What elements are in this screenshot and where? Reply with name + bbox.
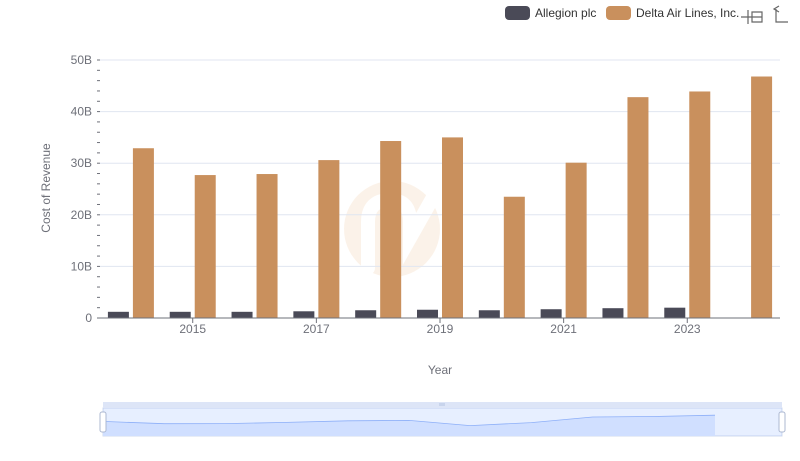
data-zoom-top-bar[interactable] <box>103 402 782 408</box>
bar-allegion-2015[interactable] <box>169 311 191 318</box>
bar-delta-2017[interactable] <box>318 160 340 318</box>
bar-delta-2014[interactable] <box>132 148 154 318</box>
bar-delta-2016[interactable] <box>256 174 278 318</box>
bar-allegion-2016[interactable] <box>231 311 253 318</box>
x-tick-label: 2021 <box>550 322 577 336</box>
bar-allegion-2021[interactable] <box>540 309 562 318</box>
y-axis-title: Cost of Revenue <box>39 143 53 233</box>
legend-item-allegion[interactable]: Allegion plc <box>505 6 596 20</box>
bar-delta-2019[interactable] <box>442 137 463 318</box>
x-tick-label: 2019 <box>427 322 454 336</box>
y-tick-label: 20B <box>71 208 92 222</box>
y-minor-ticks <box>97 59 100 319</box>
data-zoom-slider[interactable] <box>99 402 786 437</box>
x-tick-label: 2015 <box>179 322 206 336</box>
data-zoom-preview-line <box>102 414 716 427</box>
x-tick-label: 2017 <box>303 322 330 336</box>
legend-label-delta: Delta Air Lines, Inc. <box>636 6 739 20</box>
bar-allegion-2019[interactable] <box>417 309 438 318</box>
bar-delta-2021[interactable] <box>565 162 587 318</box>
y-tick-label: 50B <box>71 53 92 67</box>
x-axis-labels: 2015 2017 2019 2021 2023 <box>179 322 701 336</box>
legend-swatch-allegion <box>505 6 530 20</box>
y-tick-label: 30B <box>71 156 92 170</box>
bars <box>107 76 773 319</box>
y-tick-label: 0 <box>85 311 92 325</box>
zoom-icon[interactable] <box>741 10 763 24</box>
x-tick-label: 2023 <box>674 322 701 336</box>
legend-label-allegion: Allegion plc <box>535 6 596 20</box>
bar-delta-2018[interactable] <box>380 141 402 318</box>
restore-icon[interactable] <box>772 5 788 23</box>
y-tick-label: 40B <box>71 105 92 119</box>
bar-allegion-2022[interactable] <box>602 308 624 318</box>
bar-allegion-2018[interactable] <box>355 310 377 318</box>
legend: Allegion plc Delta Air Lines, Inc. <box>505 6 739 20</box>
bar-delta-2023[interactable] <box>689 91 711 318</box>
data-zoom-preview-area <box>103 415 715 436</box>
legend-item-delta[interactable]: Delta Air Lines, Inc. <box>606 6 739 20</box>
legend-swatch-delta <box>606 6 631 20</box>
bar-delta-2020[interactable] <box>503 196 525 318</box>
y-tick-label: 10B <box>71 259 92 273</box>
y-axis-labels: 0 10B 20B 30B 40B 50B <box>71 53 93 325</box>
data-zoom-handle-right[interactable] <box>778 411 786 433</box>
bar-allegion-2017[interactable] <box>293 311 315 318</box>
bar-delta-2015[interactable] <box>194 175 216 318</box>
bar-allegion-2014[interactable] <box>107 311 129 318</box>
x-axis-ticks <box>192 318 688 323</box>
bar-delta-2022[interactable] <box>627 97 649 318</box>
bar-delta-2024[interactable] <box>751 76 773 319</box>
bar-allegion-2020[interactable] <box>478 310 500 318</box>
data-zoom-selected-range <box>103 408 782 436</box>
data-zoom-handle-left[interactable] <box>99 411 107 433</box>
bar-allegion-2023[interactable] <box>664 307 686 318</box>
x-axis-title: Year <box>428 363 452 377</box>
data-zoom-grip-icon <box>439 403 445 406</box>
